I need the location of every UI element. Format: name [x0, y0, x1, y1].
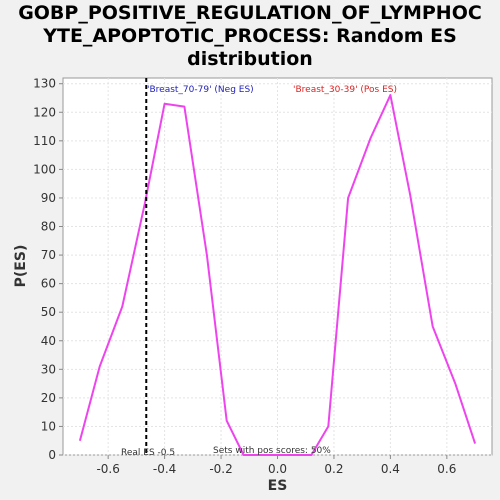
chart-title: GOBP_POSITIVE_REGULATION_OF_LYMPHOC YTE_…	[18, 2, 482, 70]
y-tick-label: 120	[33, 105, 56, 119]
x-tick-label: 0.2	[324, 462, 343, 476]
pos-es-label: 'Breast_30-39' (Pos ES)	[293, 85, 397, 95]
y-axis-label: P(ES)	[13, 245, 29, 288]
sets-pos-label: Sets with pos scores: 50%	[213, 446, 331, 456]
x-axis-label: ES	[268, 478, 288, 494]
y-tick-label: 50	[41, 305, 56, 319]
y-tick-label: 60	[41, 277, 56, 291]
y-tick-label: 100	[33, 162, 56, 176]
y-axis-ticks: 0 10 20 30 40 50 60 70 80 90 100 110 120 130	[33, 77, 63, 462]
x-tick-label: 0.6	[437, 462, 456, 476]
series	[78, 94, 477, 456]
x-tick-label: -0.2	[209, 462, 232, 476]
real-es-label: Real ES -0.5	[121, 448, 175, 458]
y-tick-label: 0	[48, 448, 56, 462]
series-line	[78, 94, 477, 456]
neg-es-label: 'Breast_70-79' (Neg ES)	[147, 85, 254, 95]
y-tick-label: 90	[41, 191, 56, 205]
x-tick-label: 0.4	[381, 462, 400, 476]
y-tick-label: 20	[41, 391, 56, 405]
grid	[63, 78, 492, 456]
x-axis-ticks: -0.6 -0.4 -0.2 0.0 0.2 0.4 0.6	[96, 455, 456, 476]
x-tick-label: -0.4	[153, 462, 176, 476]
x-tick-label: 0.0	[268, 462, 287, 476]
y-tick-label: 110	[33, 134, 56, 148]
y-tick-label: 130	[33, 77, 56, 91]
x-tick-label: -0.6	[96, 462, 119, 476]
y-tick-label: 10	[41, 419, 56, 433]
y-tick-label: 40	[41, 334, 56, 348]
y-tick-label: 80	[41, 220, 56, 234]
y-tick-label: 30	[41, 362, 56, 376]
y-tick-label: 70	[41, 248, 56, 262]
